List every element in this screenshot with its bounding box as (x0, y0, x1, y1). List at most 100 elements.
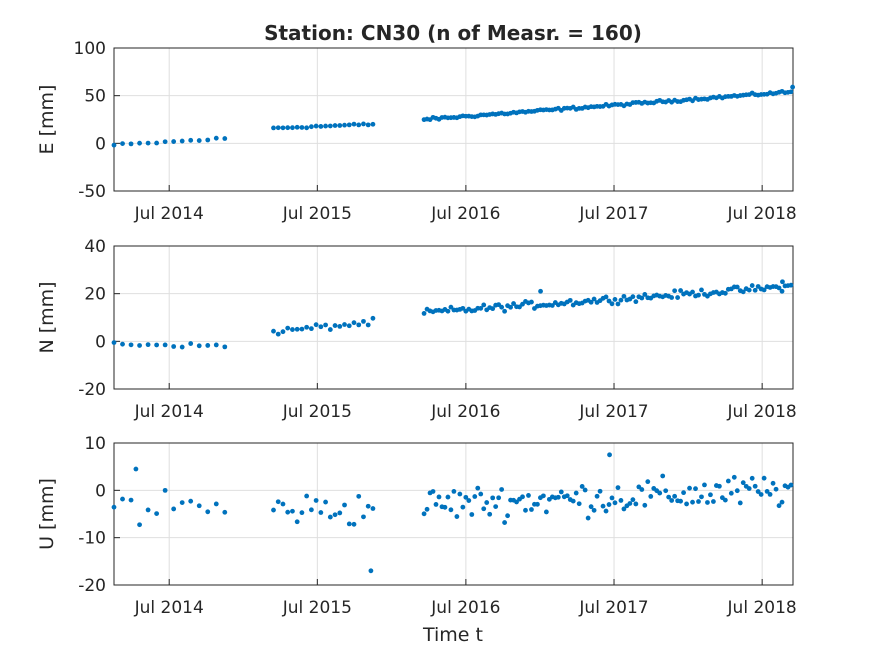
panel-3: -20 -10 0 10 Jul 2014 Jul 2015 Jul 2016 Jul 201… (36, 434, 797, 618)
data-point (606, 502, 612, 507)
data-point (609, 495, 615, 501)
data-point (332, 512, 338, 518)
x-tick-label: Jul 2018 (727, 204, 797, 224)
data-point (606, 298, 612, 304)
data-point (678, 498, 684, 504)
data-point (790, 84, 795, 90)
data-point (342, 322, 347, 327)
data-point (699, 494, 704, 500)
data-point (337, 323, 343, 329)
data-point (346, 323, 352, 329)
data-point (460, 504, 466, 510)
data-point (442, 504, 448, 510)
data-point (454, 514, 460, 519)
y-tick-label: 0 (95, 481, 106, 501)
x-tick-label: Jul 2015 (282, 204, 352, 224)
x-tick-label: Jul 2018 (727, 402, 797, 422)
data-point (448, 507, 454, 513)
data-point (669, 498, 675, 503)
data-point (111, 504, 117, 510)
data-point (567, 297, 573, 303)
data-point (621, 506, 627, 512)
data-point (609, 301, 615, 307)
data-point (573, 490, 579, 496)
data-point (128, 141, 134, 147)
data-point (570, 498, 576, 504)
data-point (370, 121, 376, 127)
data-point (430, 489, 436, 494)
data-point (323, 123, 328, 129)
data-point (313, 322, 319, 328)
data-point (508, 304, 513, 310)
data-point (549, 303, 555, 308)
data-point (746, 287, 752, 293)
data-point (154, 342, 160, 348)
data-point (588, 504, 594, 510)
data-point (615, 485, 621, 491)
data-point (788, 89, 794, 95)
data-point (526, 493, 531, 498)
data-point (746, 486, 752, 491)
data-point (779, 499, 785, 505)
data-point (472, 494, 478, 499)
data-point (365, 322, 371, 328)
data-point (734, 284, 740, 290)
data-point (285, 325, 291, 331)
data-point (770, 480, 776, 486)
data-point (690, 289, 695, 295)
x-tick-label: Jul 2014 (134, 402, 204, 422)
data-point (128, 497, 134, 503)
data-point (275, 499, 281, 505)
data-point (318, 510, 324, 515)
y-tick-label: 0 (95, 332, 106, 352)
data-point (213, 501, 219, 507)
data-point (499, 487, 505, 492)
panel-1: -50 0 50 100 Jul 2014 Jul 2015 Jul 2016 Jul 201… (36, 39, 797, 224)
data-point (648, 494, 654, 499)
data-point (323, 499, 328, 505)
data-point (788, 282, 794, 288)
data-point (365, 503, 371, 509)
data-point (280, 501, 286, 507)
y-tick-label: -20 (78, 380, 106, 400)
data-point (493, 504, 499, 510)
data-point (657, 490, 663, 496)
data-point (133, 466, 139, 472)
data-point (205, 509, 211, 515)
data-point (481, 506, 487, 512)
data-point (222, 344, 228, 350)
data-point (421, 511, 427, 517)
axes-border (113, 47, 794, 192)
data-point (308, 124, 314, 130)
data-point (145, 140, 151, 146)
data-point (767, 492, 773, 497)
data-point (332, 123, 338, 128)
data-point (499, 304, 505, 310)
data-point (478, 491, 484, 497)
data-point (538, 288, 543, 294)
data-point (337, 123, 343, 128)
data-point (304, 324, 310, 330)
data-point (323, 322, 328, 328)
data-point (222, 509, 228, 515)
axes-border (113, 442, 794, 586)
data-point (758, 492, 764, 497)
data-point (711, 499, 716, 504)
data-point (294, 519, 300, 525)
data-point (451, 489, 457, 494)
data-point (722, 497, 728, 503)
data-point (728, 490, 734, 496)
data-point (308, 507, 314, 513)
y-tick-label: 40 (84, 237, 106, 257)
data-point (600, 503, 606, 509)
data-point (171, 139, 177, 144)
data-point (505, 513, 510, 519)
data-point (188, 498, 194, 504)
data-point (582, 487, 588, 493)
data-point (669, 295, 675, 300)
data-point (749, 475, 755, 481)
data-point (740, 289, 746, 295)
data-point (543, 509, 549, 515)
data-point (337, 510, 343, 516)
